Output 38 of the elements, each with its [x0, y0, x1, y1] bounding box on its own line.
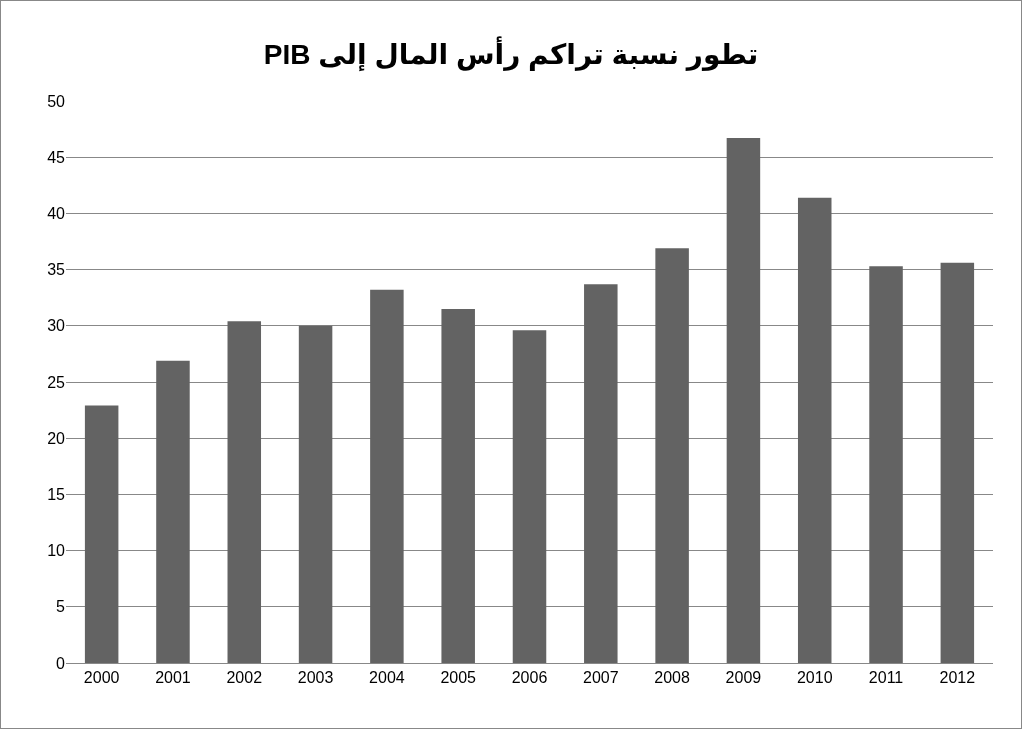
y-tick-label: 50 — [47, 92, 66, 110]
x-tick-label: 2000 — [83, 669, 120, 687]
x-tick-label: 2003 — [297, 669, 334, 687]
y-tick-label: 40 — [47, 205, 66, 222]
y-tick-label: 35 — [47, 261, 66, 279]
y-tick-label: 10 — [47, 542, 66, 560]
y-tick-label: 20 — [47, 429, 66, 447]
x-tick-label: 2007 — [583, 669, 619, 687]
y-tick-label: 15 — [47, 486, 66, 503]
bar — [370, 289, 404, 663]
bar — [512, 330, 547, 663]
y-tick-label: 45 — [47, 148, 66, 166]
bar — [797, 197, 832, 663]
y-tick-label: 30 — [47, 317, 66, 335]
x-tick-label: 2009 — [725, 669, 762, 687]
chart-title: تطور نسبة تراكم رأس المال إلى PIB — [263, 36, 759, 73]
bar — [156, 360, 190, 663]
bar — [441, 308, 475, 663]
x-tick-label: 2011 — [868, 669, 904, 687]
y-tick-label: 5 — [56, 598, 66, 616]
bar — [298, 325, 333, 663]
bar — [84, 405, 119, 663]
bar — [584, 284, 618, 663]
x-tick-label: 2010 — [796, 669, 833, 687]
bar — [227, 321, 262, 663]
x-tick-label: 2006 — [511, 669, 548, 687]
bar — [869, 266, 903, 663]
bar — [940, 262, 975, 663]
x-tick-label: 2008 — [654, 669, 691, 687]
x-tick-label: 2001 — [155, 669, 191, 687]
y-tick-label: 0 — [56, 654, 66, 672]
bar — [655, 248, 689, 663]
bar — [726, 138, 761, 663]
x-tick-label: 2012 — [939, 669, 976, 687]
x-tick-label: 2005 — [440, 669, 477, 687]
y-tick-label: 25 — [47, 373, 66, 391]
x-tick-label: 2004 — [369, 669, 405, 687]
x-tick-label: 2002 — [226, 669, 263, 687]
